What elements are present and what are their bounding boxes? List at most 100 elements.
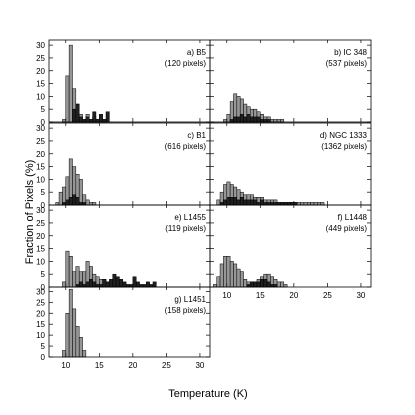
x-tick-label: 15 bbox=[95, 361, 104, 370]
panel-pixel-count: (158 pixels) bbox=[165, 306, 207, 315]
histogram-bar-dark bbox=[253, 116, 258, 123]
histogram-bar-dark bbox=[85, 116, 90, 123]
histogram-bar-dark bbox=[75, 103, 80, 123]
histogram-bar-dark bbox=[246, 114, 251, 123]
y-tick-label: 0 bbox=[41, 201, 46, 210]
panel-label: g) L1451 bbox=[174, 295, 206, 304]
panel-pixel-count: (616 pixels) bbox=[165, 142, 207, 151]
panel-pixel-count: (537 pixels) bbox=[326, 59, 368, 68]
panel-label: e) L1455 bbox=[174, 213, 206, 222]
panel-label: d) NGC 1333 bbox=[320, 131, 368, 140]
histogram-bar bbox=[226, 256, 231, 288]
histogram-bar bbox=[78, 179, 83, 206]
histogram-bar-dark bbox=[260, 279, 264, 288]
histogram-bar-dark bbox=[119, 279, 124, 288]
histogram-panel: 0 5 10 15 20 25 30 c) B1 (616 pixels) bbox=[36, 122, 211, 210]
panel-label: c) B1 bbox=[187, 131, 206, 140]
histogram-bar bbox=[68, 256, 73, 288]
histogram-bar-dark bbox=[135, 281, 140, 288]
histogram-bar-dark bbox=[260, 199, 264, 206]
histogram-bar-dark bbox=[250, 116, 254, 123]
histogram-bar bbox=[239, 271, 244, 288]
histogram-panel: 0 5 10 15 20 25 30 e) L1455 (119 pixels) bbox=[36, 204, 211, 292]
histogram-bar-dark bbox=[92, 111, 97, 123]
x-tick-label: 20 bbox=[128, 361, 137, 370]
histogram-bar-dark bbox=[78, 281, 83, 288]
histogram-bar-dark bbox=[223, 199, 228, 206]
y-tick-label: 0 bbox=[41, 118, 46, 127]
histogram-bar bbox=[65, 313, 70, 358]
histogram-bar-dark bbox=[266, 281, 271, 288]
y-tick-label: 5 bbox=[41, 188, 46, 197]
histogram-bar-dark bbox=[250, 281, 254, 288]
panel-pixel-count: (1362 pixels) bbox=[321, 142, 367, 151]
y-tick-label: 15 bbox=[36, 80, 45, 89]
histogram-bar-dark bbox=[239, 114, 244, 123]
histogram-bar-dark bbox=[246, 199, 251, 206]
histogram-bar-dark bbox=[65, 199, 70, 206]
x-tick-label: 15 bbox=[256, 291, 265, 300]
histogram-bar-dark bbox=[243, 199, 248, 206]
histogram-bar-dark bbox=[72, 108, 77, 123]
y-tick-label: 25 bbox=[36, 54, 45, 63]
histogram-bar bbox=[65, 75, 70, 123]
histogram-bar-dark bbox=[122, 281, 127, 288]
panel-label: f) L1448 bbox=[338, 213, 368, 222]
histogram-bar-dark bbox=[132, 276, 137, 288]
histogram-bar bbox=[62, 281, 67, 288]
y-tick-label: 25 bbox=[36, 219, 45, 228]
panel-frame bbox=[48, 286, 211, 358]
histogram-bar bbox=[75, 266, 80, 288]
histogram-bar-dark bbox=[253, 199, 258, 206]
y-tick-label: 25 bbox=[36, 137, 45, 146]
histogram-bar-dark bbox=[243, 116, 248, 123]
panel-label: b) IC 348 bbox=[334, 48, 367, 57]
histogram-bar bbox=[276, 281, 281, 288]
histogram-bar-dark bbox=[239, 197, 244, 206]
histogram-bar-dark bbox=[72, 194, 77, 206]
x-axis-label: Temperature (K) bbox=[168, 388, 247, 400]
histogram-bar-dark bbox=[256, 116, 261, 123]
y-tick-label: 5 bbox=[41, 105, 46, 114]
y-tick-label: 15 bbox=[36, 320, 45, 329]
y-tick-label: 15 bbox=[36, 245, 45, 254]
histogram-bar bbox=[226, 114, 231, 123]
histogram-bar bbox=[62, 350, 67, 358]
histogram-bar-dark bbox=[112, 273, 117, 288]
histogram-bar-dark bbox=[89, 279, 93, 288]
x-tick-label: 10 bbox=[222, 291, 231, 300]
histogram-bar bbox=[58, 191, 63, 206]
histogram-bar bbox=[85, 199, 90, 206]
x-tick-label: 30 bbox=[356, 291, 365, 300]
histogram-bar-dark bbox=[78, 116, 83, 123]
panel-pixel-count: (120 pixels) bbox=[165, 59, 207, 68]
histogram-bar bbox=[216, 199, 221, 206]
histogram-bar-dark bbox=[102, 279, 107, 288]
y-tick-label: 0 bbox=[41, 283, 46, 292]
histogram-bar bbox=[229, 101, 234, 123]
histogram-panel: 0 5 10 15 20 25 30 a) B5 (120 pixels) bbox=[36, 39, 211, 127]
y-tick-label: 20 bbox=[36, 232, 45, 241]
y-tick-label: 5 bbox=[41, 270, 46, 279]
y-tick-label: 10 bbox=[36, 92, 45, 101]
histogram-bar bbox=[65, 250, 70, 288]
histogram-bar-dark bbox=[105, 281, 110, 288]
y-tick-label: 20 bbox=[36, 309, 45, 318]
x-tick-label: 20 bbox=[289, 291, 298, 300]
histogram-bar-dark bbox=[233, 116, 238, 123]
histogram-bar-dark bbox=[229, 197, 234, 206]
histogram-bar bbox=[223, 256, 228, 288]
histogram-bar-dark bbox=[105, 111, 110, 123]
histogram-bar-dark bbox=[85, 281, 90, 288]
histogram-panel: 0 5 10 15 20 25 30 g) L1451 (158 pixels) 10 15 20 25… bbox=[36, 286, 211, 370]
histogram-bar-dark bbox=[146, 281, 150, 288]
histogram-panel: d) NGC 1333 (1362 pixels) bbox=[209, 122, 372, 206]
histogram-bar bbox=[78, 337, 83, 358]
histogram-bar bbox=[243, 279, 248, 288]
x-tick-label: 30 bbox=[195, 361, 204, 370]
histogram-bar bbox=[75, 326, 80, 358]
histogram-bar bbox=[233, 263, 238, 288]
histogram-bar bbox=[219, 263, 224, 288]
y-tick-label: 20 bbox=[36, 67, 45, 76]
histogram-bar-dark bbox=[236, 116, 241, 123]
